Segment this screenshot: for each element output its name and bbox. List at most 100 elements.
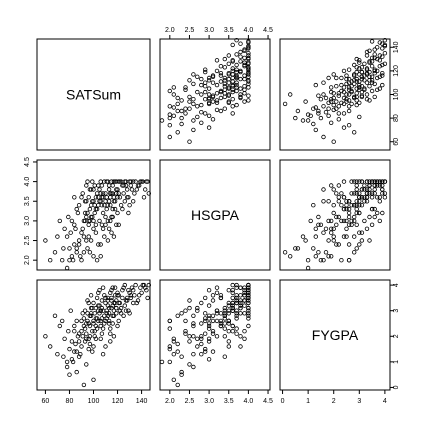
- data-point: [210, 94, 216, 100]
- data-point: [121, 313, 126, 318]
- data-point: [362, 87, 367, 92]
- data-point: [382, 38, 388, 43]
- data-point: [354, 91, 359, 96]
- data-point: [103, 295, 108, 301]
- data-point: [238, 54, 243, 59]
- data-point: [69, 254, 75, 259]
- data-point: [62, 226, 67, 231]
- data-point: [191, 118, 196, 123]
- data-point: [222, 87, 227, 92]
- tick-label: 2.5: [185, 398, 195, 405]
- data-point: [359, 93, 365, 98]
- data-point: [210, 73, 216, 78]
- data-point: [202, 67, 208, 72]
- data-point: [199, 341, 204, 347]
- data-point: [341, 195, 347, 200]
- data-point: [222, 106, 227, 111]
- data-point: [321, 199, 326, 204]
- data-point: [88, 238, 94, 243]
- data-point: [82, 326, 88, 331]
- data-point: [82, 339, 88, 344]
- data-point: [199, 82, 204, 88]
- data-point: [316, 250, 321, 255]
- data-point: [108, 326, 113, 331]
- data-point: [159, 359, 165, 365]
- data-point: [380, 46, 385, 51]
- data-point: [96, 242, 101, 247]
- data-point: [85, 246, 90, 251]
- data-point: [210, 313, 216, 318]
- data-point: [375, 68, 380, 74]
- data-point: [329, 120, 334, 125]
- data-point: [246, 79, 251, 84]
- data-point: [214, 107, 220, 113]
- data-point: [121, 285, 126, 290]
- data-point: [117, 308, 123, 313]
- data-point: [127, 290, 132, 295]
- data-point: [346, 87, 352, 92]
- data-point: [80, 311, 85, 316]
- data-point: [202, 69, 208, 75]
- data-point: [79, 318, 84, 324]
- data-point: [380, 70, 385, 76]
- data-point: [230, 290, 235, 295]
- data-point: [331, 238, 336, 243]
- data-point: [300, 118, 306, 123]
- data-point: [191, 334, 196, 339]
- data-point: [202, 349, 208, 354]
- data-point: [226, 53, 231, 58]
- data-point: [367, 59, 372, 64]
- data-point: [334, 222, 339, 227]
- data-point: [106, 318, 112, 324]
- data-point: [167, 359, 172, 365]
- data-point: [48, 344, 53, 349]
- panel-satsum-vs-hsgpa: [159, 38, 271, 151]
- data-point: [331, 95, 336, 101]
- data-point: [85, 179, 90, 184]
- data-point: [206, 113, 212, 118]
- data-point: [57, 218, 62, 224]
- data-point: [118, 311, 124, 316]
- data-point: [246, 288, 251, 293]
- data-point: [375, 56, 380, 62]
- data-point: [69, 339, 75, 344]
- data-point: [339, 202, 344, 208]
- data-point: [352, 73, 357, 78]
- data-point: [167, 344, 172, 349]
- tick-label: 3: [393, 309, 400, 313]
- data-point: [238, 59, 243, 64]
- data-point: [93, 336, 99, 341]
- x-axis-bottom-satsum: 60 80 100 120 140: [42, 390, 148, 405]
- data-point: [84, 183, 89, 188]
- data-point: [132, 293, 137, 298]
- data-point: [99, 331, 105, 336]
- tick-label: 120: [393, 65, 400, 77]
- data-point: [369, 63, 375, 69]
- data-point: [349, 191, 354, 196]
- tick-label: 4: [393, 283, 400, 287]
- data-point: [92, 334, 97, 339]
- data-point: [61, 246, 66, 251]
- data-point: [242, 303, 247, 308]
- tick-label: 0: [281, 398, 285, 405]
- data-point: [43, 238, 48, 243]
- data-point: [206, 326, 212, 331]
- data-point: [336, 91, 341, 96]
- data-point: [359, 187, 365, 192]
- tick-label: 100: [88, 398, 100, 405]
- data-point: [142, 187, 148, 192]
- data-point: [334, 99, 339, 104]
- data-point: [354, 102, 359, 108]
- data-point: [202, 80, 208, 85]
- data-point: [375, 179, 380, 184]
- data-point: [222, 91, 227, 96]
- data-point: [206, 125, 212, 130]
- data-point: [72, 329, 77, 334]
- data-point: [341, 68, 347, 74]
- data-point: [369, 88, 375, 94]
- data-point: [329, 254, 334, 259]
- data-point: [380, 54, 385, 59]
- data-point: [222, 316, 227, 321]
- data-point: [246, 51, 251, 56]
- data-point: [367, 98, 372, 103]
